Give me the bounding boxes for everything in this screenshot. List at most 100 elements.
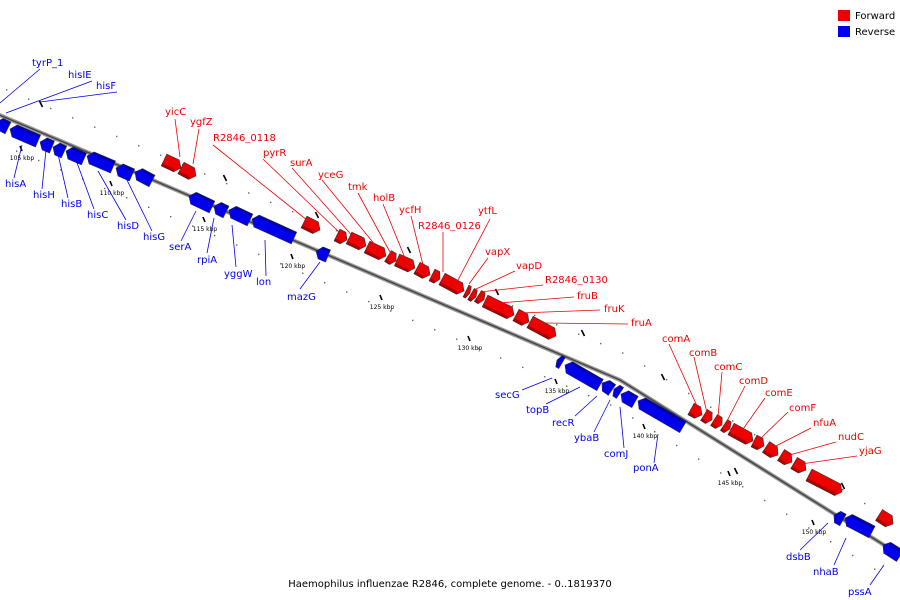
tick-label: 120 kbp	[281, 263, 306, 270]
forward-gene-arrow	[363, 240, 387, 261]
minor-tick	[204, 173, 206, 175]
major-tick-mark	[467, 335, 471, 342]
forward-gene-label: surA	[290, 158, 357, 241]
minor-tick	[874, 568, 876, 570]
forward-gene-arrow	[777, 449, 793, 466]
genome-backbone-line	[0, 114, 900, 556]
legend-forward-swatch	[838, 10, 850, 21]
reverse-gene-arrow	[833, 510, 847, 527]
minor-tick	[632, 417, 634, 419]
svg-text:comA: comA	[662, 334, 690, 345]
forward-gene-arrow	[727, 422, 754, 445]
major-tick-mark	[727, 470, 731, 477]
svg-text:fruA: fruA	[631, 318, 652, 329]
minor-tick	[710, 406, 712, 408]
minor-tick	[830, 541, 832, 543]
reverse-gene-arrow	[39, 137, 55, 154]
forward-gene-arrow	[462, 284, 472, 299]
reverse-gene-label: hisC	[75, 159, 108, 221]
svg-text:ygfZ: ygfZ	[190, 117, 213, 128]
minor-tick	[588, 394, 590, 397]
minor-tick	[302, 272, 304, 274]
minor-tick	[258, 253, 260, 256]
minor-tick	[434, 329, 436, 331]
reverse-gene-arrow	[228, 205, 254, 227]
svg-text:topB: topB	[526, 405, 549, 416]
svg-text:nhaB: nhaB	[813, 567, 839, 578]
minor-tick	[192, 225, 194, 227]
svg-text:comF: comF	[789, 403, 816, 414]
reverse-gene-arrow	[86, 151, 116, 174]
svg-text:R2846_0130: R2846_0130	[545, 275, 608, 286]
forward-gene-label: yjaG	[800, 446, 882, 465]
minor-tick	[556, 324, 558, 326]
svg-text:nfuA: nfuA	[813, 418, 836, 429]
minor-tick	[544, 376, 546, 378]
major-tick-mark	[379, 294, 383, 301]
forward-gene-label: comD	[726, 376, 768, 422]
forward-gene-arrow	[512, 308, 530, 326]
minor-tick	[610, 404, 612, 406]
svg-text:fruB: fruB	[577, 291, 598, 302]
minor-tick	[214, 234, 216, 237]
minor-tick	[456, 338, 458, 340]
svg-text:ybaB: ybaB	[574, 433, 599, 444]
svg-text:R2846_0118: R2846_0118	[213, 133, 276, 144]
tick-mark	[840, 482, 846, 490]
minor-tick	[742, 486, 744, 488]
minor-tick	[280, 263, 282, 265]
svg-text:hisD: hisD	[117, 221, 139, 232]
reverse-gene-label: hisIE	[5, 70, 93, 114]
minor-tick	[138, 145, 140, 147]
forward-gene-label: comC	[714, 362, 742, 418]
reverse-gene-label: lon	[256, 239, 271, 288]
minor-tick	[698, 458, 700, 460]
major-tick-mark	[290, 253, 294, 260]
svg-text:comB: comB	[689, 348, 717, 359]
minor-tick	[522, 366, 524, 369]
minor-tick	[732, 420, 734, 422]
forward-gene-label: R2846_0130	[479, 275, 608, 293]
reverse-gene-arrow	[555, 355, 566, 370]
reverse-gene-arrow	[0, 118, 12, 135]
forward-gene-label: yicC	[165, 107, 186, 158]
forward-gene-arrow	[687, 402, 703, 419]
svg-text:serA: serA	[169, 242, 191, 253]
reverse-gene-arrow	[213, 202, 230, 219]
minor-tick	[226, 182, 228, 185]
reverse-gene-arrow	[134, 168, 156, 188]
minor-tick-marks	[6, 89, 888, 570]
forward-gene-label: tmk	[348, 182, 392, 255]
reverse-gene-label: hisH	[33, 149, 55, 201]
minor-tick	[148, 206, 150, 208]
forward-gene-label: nudC	[785, 432, 864, 457]
minor-tick	[248, 192, 250, 194]
forward-gene-arrow	[300, 215, 321, 234]
major-tick-mark	[554, 378, 558, 385]
svg-text:rpiA: rpiA	[197, 255, 217, 266]
minor-tick	[842, 489, 844, 491]
svg-text:yceG: yceG	[318, 170, 343, 181]
svg-text:comE: comE	[765, 388, 793, 399]
reverse-gene-label: yggW	[224, 224, 253, 280]
forward-gene-arrow	[333, 228, 348, 245]
forward-gene-arrow	[719, 419, 732, 434]
minor-tick	[864, 502, 866, 505]
forward-gene-arrow	[177, 161, 197, 180]
forward-gene-label: R2846_0126	[418, 221, 481, 272]
genome-caption: Haemophilus influenzae R2846, complete g…	[288, 579, 611, 590]
major-tick-mark	[642, 423, 646, 430]
minor-tick	[170, 216, 172, 218]
forward-gene-label: comE	[740, 388, 793, 433]
minor-tick	[676, 444, 678, 447]
svg-text:ponA: ponA	[633, 463, 659, 474]
svg-text:ytfL: ytfL	[478, 206, 497, 217]
minor-tick	[666, 379, 668, 381]
tick-label: 130 kbp	[458, 345, 483, 352]
minor-tick	[390, 310, 392, 312]
svg-text:ycfH: ycfH	[399, 205, 421, 216]
tick-label: 145 kbp	[718, 480, 743, 487]
minor-tick	[412, 319, 414, 322]
minor-tick	[324, 282, 326, 284]
minor-tick	[786, 513, 788, 515]
